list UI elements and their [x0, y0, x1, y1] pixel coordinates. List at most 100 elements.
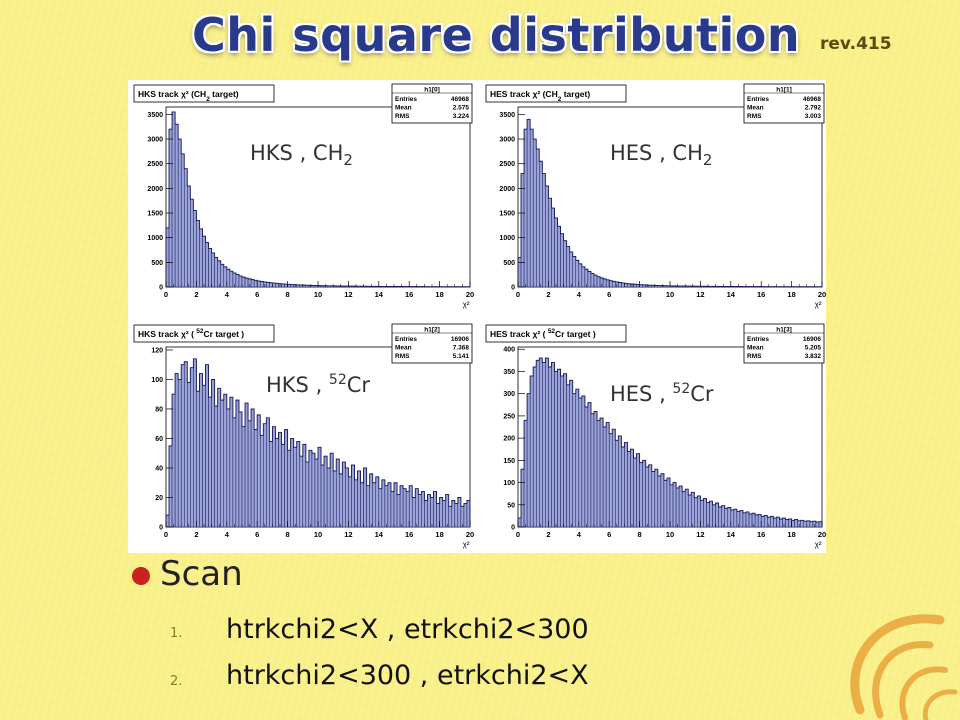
- histogram-bin: [657, 475, 662, 528]
- histogram-pad-3: 0 2 4 6 8 10 12 14 16 18 2005010015020025030035040…: [485, 323, 826, 549]
- histogram-bin: [266, 282, 270, 288]
- histogram-bin: [339, 473, 343, 528]
- histogram-bin: [542, 362, 546, 528]
- x-tick-label: 10: [314, 290, 322, 299]
- histogram-bin: [687, 494, 692, 528]
- histogram-bin: [387, 482, 392, 528]
- histogram-bin: [451, 500, 456, 528]
- x-tick-label: 18: [787, 530, 795, 539]
- histogram-bin: [411, 497, 416, 528]
- stats-key: Mean: [747, 345, 764, 352]
- histogram-bin: [171, 111, 176, 288]
- histogram-bin: [187, 382, 191, 528]
- histogram-bin: [211, 252, 215, 288]
- x-tick-label: 14: [375, 290, 384, 299]
- histogram-title-suffix: target): [561, 89, 590, 99]
- y-tick-label: 100: [503, 480, 515, 487]
- histogram-title-suffix: Cr target ): [204, 329, 245, 339]
- x-tick-label: 8: [286, 530, 290, 539]
- stats-key: RMS: [747, 353, 762, 360]
- y-tick-label: 400: [503, 347, 515, 354]
- histogram-bin: [187, 185, 191, 288]
- stats-frame: [391, 83, 473, 124]
- histogram-title-superscript: 52: [548, 328, 556, 335]
- histogram-bin: [183, 168, 188, 288]
- x-tick-label: 0: [164, 530, 168, 539]
- histogram-bin: [369, 473, 373, 528]
- x-axis-label: χ²: [463, 540, 470, 549]
- histogram-bin: [569, 380, 573, 528]
- histogram-bin: [241, 276, 246, 288]
- histogram-bin: [706, 502, 710, 528]
- x-tick-label: 2: [194, 290, 198, 299]
- y-tick-label: 500: [503, 260, 515, 267]
- histogram-bin: [535, 148, 540, 288]
- histogram-bin: [214, 405, 218, 528]
- x-axis-label: χ²: [815, 540, 822, 549]
- histogram-bin: [675, 487, 680, 528]
- overlay-label-main: HES , CH: [610, 141, 703, 165]
- overlay-label-tail: Cr: [690, 382, 714, 406]
- histogram-bin: [442, 500, 446, 528]
- histogram-title-prefix: HES track χ² (: [490, 329, 548, 339]
- histogram-bin: [174, 373, 179, 528]
- x-tick-label: 2: [546, 290, 550, 299]
- stats-key: RMS: [395, 113, 410, 120]
- histogram-bin: [399, 485, 404, 528]
- histogram-bin: [694, 497, 698, 528]
- histogram-bin: [590, 413, 595, 528]
- histogram-bin: [183, 361, 188, 528]
- histogram-bin: [269, 441, 273, 528]
- histogram-bin: [366, 485, 370, 528]
- histogram-bin: [235, 399, 240, 528]
- x-tick-label: 18: [787, 290, 795, 299]
- stats-key: Mean: [395, 345, 412, 352]
- histogram-bin: [284, 429, 288, 528]
- histogram-bin: [202, 385, 206, 528]
- histogram-bin: [578, 397, 583, 528]
- histogram-bin: [584, 406, 589, 528]
- histogram-title-box: HES track χ² ( 52Cr target ): [485, 324, 627, 343]
- histogram-bin: [700, 500, 704, 528]
- x-axis-label: χ²: [815, 300, 822, 309]
- list-item-2-text: htrkchi2<300 , etrkchi2<X: [226, 660, 589, 691]
- stats-value: 5.141: [453, 353, 470, 360]
- histogram-title: HES track χ² ( 52Cr target ): [490, 328, 596, 339]
- histogram-bin: [615, 440, 619, 528]
- x-tick-label: 4: [225, 290, 230, 299]
- x-tick-label: 10: [314, 530, 322, 539]
- histogram-bin: [748, 513, 753, 528]
- histogram-bin: [342, 461, 346, 528]
- histogram-bin: [405, 491, 410, 528]
- histogram-title-subscript: 2: [558, 96, 562, 103]
- histogram-bin: [627, 451, 631, 528]
- stats-value: 5.205: [805, 345, 822, 352]
- x-axis-label: χ²: [463, 300, 470, 309]
- histogram-bin: [703, 498, 707, 528]
- histogram-bin: [712, 504, 716, 528]
- histogram-bin: [208, 248, 212, 288]
- x-tick-label: 20: [818, 290, 826, 299]
- histogram-bin: [238, 411, 243, 528]
- histogram-bin: [402, 488, 407, 528]
- histogram-bin: [296, 441, 301, 528]
- histogram-bin: [217, 260, 221, 288]
- x-tick-label: 20: [818, 530, 826, 539]
- histogram-bin: [244, 402, 249, 528]
- histogram-bin: [684, 488, 689, 528]
- histogram-bin: [384, 485, 389, 528]
- overlay-label-subscript: 2: [703, 151, 713, 169]
- histogram-bin: [378, 488, 383, 528]
- histogram-bin: [335, 458, 340, 528]
- histogram-bin: [773, 517, 777, 528]
- histogram-bin: [424, 500, 428, 528]
- histogram-bin: [730, 509, 735, 528]
- y-tick-label: 3500: [147, 112, 163, 119]
- histogram-bin: [250, 279, 255, 288]
- histogram-bin: [314, 458, 319, 528]
- histogram-outline: [165, 111, 471, 288]
- histogram-title-prefix: HKS track χ² (CH: [138, 89, 206, 99]
- list-item-2-number: 2.: [170, 674, 183, 689]
- y-tick-label: 2500: [147, 161, 163, 168]
- histogram-bin: [190, 198, 194, 288]
